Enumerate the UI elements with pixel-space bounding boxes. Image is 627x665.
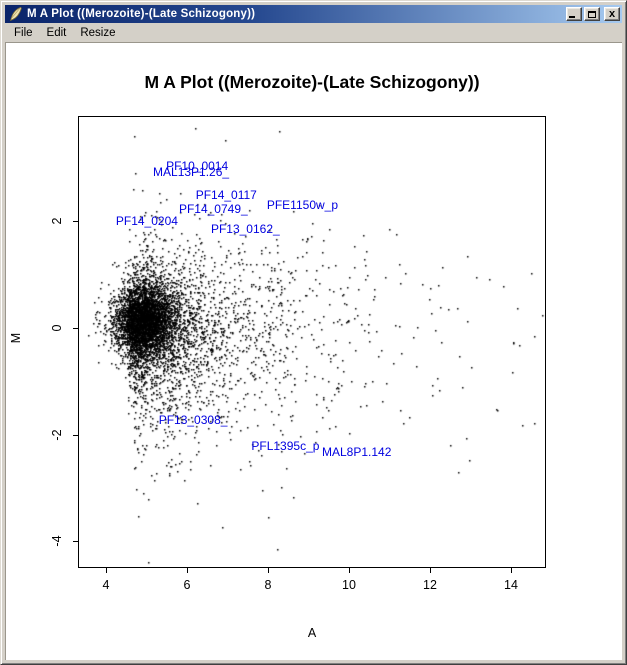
x-axis-tick-label: 14 [504,578,518,592]
x-axis-tick-label: 8 [264,578,272,592]
y-axis-tick [73,328,78,329]
y-axis-tick [73,434,78,436]
plot-title: M A Plot ((Merozoite)-(Late Schizogony)) [144,72,480,92]
menu-file[interactable]: File [14,26,33,39]
plot-canvas-area: M A Plot ((Merozoite)-(Late Schizogony))… [5,42,622,660]
x-axis-tick [187,568,188,573]
x-axis-tick [268,568,269,573]
y-axis-tick [73,541,78,543]
menu-bar: File Edit Resize [5,23,622,42]
x-axis-title: A [307,626,317,640]
menu-edit[interactable]: Edit [46,26,67,39]
gene-label: PFE1150w_p [266,198,338,213]
x-axis-tick [430,568,431,573]
gene-label: PF10_0014 [166,158,229,173]
x-axis-tick-label: 10 [342,578,356,592]
gene-label: PF13_0308_ [158,412,228,427]
minimize-button[interactable] [566,7,582,21]
window-title: M A Plot ((Merozoite)-(Late Schizogony)) [27,8,256,20]
gene-label: PF14_0204 [115,214,178,229]
x-axis-tick-label: 6 [183,578,191,592]
x-axis-tick [511,568,512,573]
y-axis-tick-label: 0 [50,324,64,332]
x-axis-tick [106,568,107,573]
x-axis-tick-label: 12 [423,578,437,592]
r-feather-icon [8,7,23,22]
scatter-points-canvas [79,117,545,567]
close-icon: x [608,8,616,20]
gene-label: PF14_0117 [195,188,257,203]
maximize-button[interactable] [584,7,600,21]
y-axis-tick-label: -2 [50,429,64,441]
gene-label: MAL13P1.26_ [153,165,230,180]
gene-label: MAL8P1.142 [321,444,392,459]
y-axis-title: M [9,332,23,344]
close-button[interactable]: x [604,7,620,21]
menu-resize[interactable]: Resize [80,26,116,39]
gene-label: PFL1395c_p [251,438,320,453]
maximize-icon [588,10,596,18]
x-axis-tick-label: 4 [102,578,110,592]
y-axis-tick [73,221,78,223]
minimize-icon [569,16,575,18]
gene-label: PF14_0749_ [178,201,248,216]
title-bar[interactable]: M A Plot ((Merozoite)-(Late Schizogony))… [5,5,622,23]
plot-box [78,116,546,568]
x-axis-tick [349,568,350,573]
y-axis-tick-label: 2 [50,217,64,225]
y-axis-tick-label: -4 [50,535,64,547]
gene-label: PF13_0162_ [210,221,280,236]
